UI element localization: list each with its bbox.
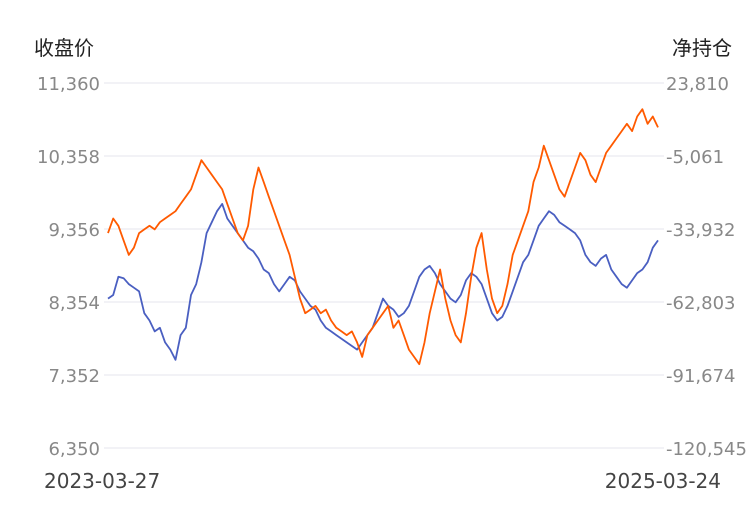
x-start-label: 2023-03-27 — [44, 469, 160, 493]
x-end-label: 2025-03-24 — [605, 469, 721, 493]
series-line-close — [107, 202, 659, 361]
left-tick-label: 10,358 — [37, 147, 100, 168]
left-tick-label: 9,356 — [48, 220, 100, 241]
left-ticks: 11,360 10,358 9,356 8,354 7,352 6,350 — [37, 74, 100, 460]
left-tick-label: 6,350 — [48, 439, 100, 460]
series-line-net — [107, 108, 659, 366]
right-tick-label: -62,803 — [666, 293, 735, 314]
right-tick-label: 23,810 — [666, 74, 729, 95]
right-tick-label: -33,932 — [666, 220, 735, 241]
left-tick-label: 7,352 — [48, 366, 100, 387]
right-ticks: 23,810 -5,061 -33,932 -62,803 -91,674 -120,54… — [666, 74, 747, 460]
left-tick-label: 11,360 — [37, 74, 100, 95]
left-tick-label: 8,354 — [48, 293, 100, 314]
right-axis-title: 净持仓 — [672, 36, 732, 60]
left-axis-title: 收盘价 — [34, 36, 94, 60]
gridlines — [104, 82, 664, 449]
series-layer — [107, 108, 659, 366]
right-tick-label: -5,061 — [666, 147, 724, 168]
right-tick-label: -91,674 — [666, 366, 735, 387]
right-tick-label: -120,545 — [666, 439, 747, 460]
